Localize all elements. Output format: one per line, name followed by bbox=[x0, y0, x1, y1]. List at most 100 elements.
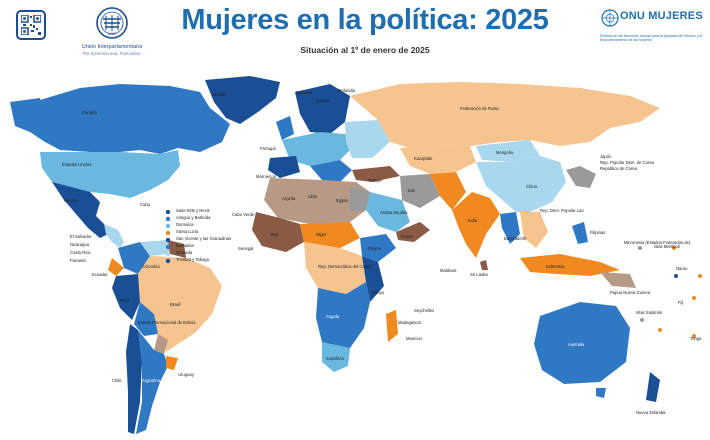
label-libya: Libia bbox=[308, 194, 318, 199]
page-title: Mujeres en la política: 2025 bbox=[181, 4, 549, 36]
label-canada: Canadá bbox=[82, 110, 97, 115]
china-shape bbox=[476, 156, 566, 212]
label-mauritius: Mauricio bbox=[406, 336, 422, 341]
label-seychelles: Seychelles bbox=[414, 308, 434, 313]
label-st-vincent: San Vicente y las Granadinas bbox=[176, 236, 231, 241]
label-turkey: Türkiye bbox=[368, 178, 382, 183]
new-zealand-shape bbox=[646, 372, 660, 402]
label-antigua: Antigua y Barbuda bbox=[176, 215, 211, 220]
label-kazakhstan: Kazajstán bbox=[414, 156, 433, 161]
paraguay-shape bbox=[154, 334, 168, 354]
label-russia: Federación de Rusia bbox=[460, 106, 499, 111]
pacific-island-dot bbox=[672, 246, 676, 250]
indochina-shape bbox=[520, 212, 548, 248]
label-micronesia: Micronesia (Estados Federados de) bbox=[624, 240, 691, 245]
label-chile: Chile bbox=[112, 378, 122, 383]
label-usa: Estados Unidos bbox=[62, 162, 91, 167]
peru-shape bbox=[112, 274, 140, 320]
sahel-shape bbox=[300, 222, 360, 248]
caribbean-dot bbox=[165, 244, 171, 250]
label-colombia: Colombia bbox=[142, 264, 160, 269]
saudi-shape bbox=[366, 192, 410, 232]
label-st-lucia: Santa Lucía bbox=[176, 229, 199, 234]
bangladesh-myanmar-shape bbox=[500, 212, 520, 244]
southern-africa-shape bbox=[316, 282, 370, 354]
label-marshall: Islas Marshall bbox=[654, 244, 680, 249]
caribbean-dot bbox=[165, 216, 171, 222]
un-women-logo: ONU MUJERES Entidad de las Naciones Unid… bbox=[600, 8, 705, 48]
label-india: India bbox=[468, 218, 478, 223]
label-sweden: Suecia bbox=[316, 98, 329, 103]
label-mali: Malí bbox=[270, 232, 279, 237]
label-st-kitts: Saint Kitts y Nevis bbox=[176, 208, 210, 213]
label-korea-north: Rep. Popular Dem. de Corea bbox=[600, 160, 655, 165]
label-nauru: Nauru bbox=[676, 266, 688, 271]
madagascar-shape bbox=[386, 310, 398, 342]
australia-shape bbox=[534, 302, 630, 384]
label-barbados: Barbados bbox=[176, 243, 194, 248]
png-shape bbox=[600, 272, 636, 288]
label-grenada: Granada bbox=[176, 250, 193, 255]
chile-shape bbox=[126, 324, 142, 434]
un-women-tagline: Entidad de las Naciones Unidas para la I… bbox=[600, 34, 703, 43]
label-ecuador: Ecuador bbox=[92, 272, 108, 277]
canada-shape bbox=[30, 84, 230, 154]
label-peru: Perú bbox=[120, 298, 130, 303]
label-algeria: Argelia bbox=[282, 196, 296, 201]
central-africa-shape bbox=[304, 242, 366, 294]
korea-japan-shape bbox=[566, 166, 596, 188]
india-shape bbox=[452, 192, 500, 258]
un-women-brand: ONU MUJERES bbox=[620, 10, 703, 22]
scandinavia-shape bbox=[295, 84, 350, 134]
label-niger: Níger bbox=[316, 232, 327, 237]
label-madagascar: Madagascar bbox=[398, 320, 422, 325]
label-sri-lanka: Sri Lanka bbox=[470, 272, 488, 277]
iran-shape bbox=[400, 174, 440, 208]
label-maldives: Maldivas bbox=[440, 268, 457, 273]
label-nicaragua: Nicaragua bbox=[70, 242, 90, 247]
label-china: China bbox=[526, 184, 538, 189]
label-japan: Japón bbox=[600, 154, 612, 159]
ipu-name: Unión Interparlamentaria bbox=[81, 44, 143, 50]
pacific-island-dot bbox=[674, 274, 678, 278]
mexico-shape bbox=[52, 182, 112, 238]
ipu-emblem-icon: 1889 bbox=[96, 7, 128, 39]
label-trinidad: Trinidad y Tabago bbox=[176, 257, 210, 262]
argentina-shape bbox=[136, 330, 168, 434]
label-fiji: Fiji bbox=[678, 300, 683, 305]
label-png: Papua Nueva Guinea bbox=[610, 290, 651, 295]
map-header: 1889 Unión Interparlamentaria Por la Dem… bbox=[0, 0, 710, 62]
west-africa-shape bbox=[252, 212, 304, 252]
south-africa-shape bbox=[322, 342, 350, 372]
caribbean-dot bbox=[165, 209, 171, 215]
label-tonga: Tonga bbox=[690, 336, 702, 341]
north-africa-shape bbox=[264, 178, 370, 224]
label-egypt: Egipto bbox=[336, 198, 349, 203]
pacific-island-dot bbox=[692, 334, 696, 338]
philippines-shape bbox=[572, 222, 588, 244]
pacific-island-dot bbox=[640, 318, 644, 322]
label-el-salvador: El Salvador bbox=[70, 234, 92, 239]
qr-code-icon[interactable] bbox=[16, 10, 46, 40]
label-brazil: Brasil bbox=[170, 302, 181, 307]
label-norway: Noruega bbox=[296, 90, 313, 95]
malaysia-indonesia-shape bbox=[520, 254, 620, 276]
un-emblem-icon bbox=[601, 9, 619, 27]
brazil-shape bbox=[138, 256, 222, 352]
ipu-tagline: Por la Democracia. Para todos. bbox=[82, 51, 142, 56]
label-angola: Angola bbox=[326, 314, 340, 319]
label-cabo-verde: Cabo Verde bbox=[232, 212, 255, 217]
pacific-island-dot bbox=[692, 296, 696, 300]
turkey-shape bbox=[352, 166, 400, 182]
label-drc: Rep. Democrática del Congo bbox=[318, 264, 372, 269]
pacific-island-dot bbox=[638, 246, 642, 250]
label-bolivia: Estado Plurinacional de Bolivia bbox=[138, 320, 196, 325]
usa-shape bbox=[40, 150, 180, 198]
mongolia-shape bbox=[476, 140, 540, 162]
caribbean-dot bbox=[165, 223, 171, 229]
caribbean-dot bbox=[165, 251, 171, 257]
ipu-year: 1889 bbox=[108, 31, 118, 36]
bolivia-shape bbox=[134, 302, 158, 336]
label-greenland: Islandia bbox=[212, 92, 227, 97]
label-panama: Panamá bbox=[70, 258, 86, 263]
